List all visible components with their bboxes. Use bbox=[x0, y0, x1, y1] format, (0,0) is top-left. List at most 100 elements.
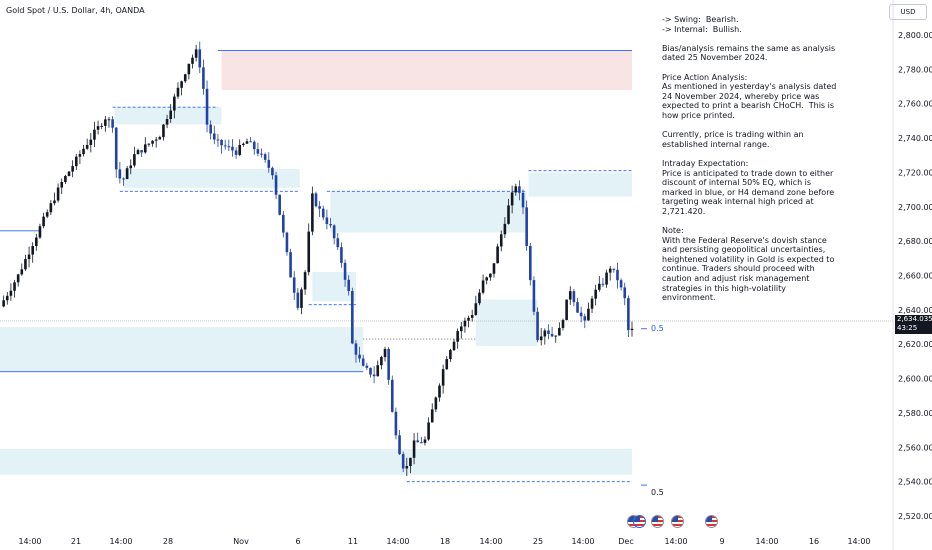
candle-body bbox=[78, 154, 82, 157]
candle-body bbox=[111, 119, 114, 128]
candle-body bbox=[300, 289, 303, 308]
candle-body bbox=[56, 187, 60, 201]
candle-body bbox=[71, 166, 74, 172]
candle-body bbox=[93, 129, 96, 140]
candles-layer bbox=[2, 41, 634, 476]
price-tick-label: 2,700.000 bbox=[898, 203, 932, 212]
candle-body bbox=[321, 208, 325, 218]
candle-body bbox=[612, 268, 616, 270]
candle-body bbox=[220, 139, 223, 146]
candle-body bbox=[216, 139, 220, 141]
us-event-flag-icon[interactable] bbox=[671, 515, 684, 528]
candle-body bbox=[129, 165, 133, 169]
candle-body bbox=[271, 167, 274, 176]
candle-body bbox=[543, 330, 547, 337]
time-tick-label: 14:00 bbox=[479, 537, 502, 546]
candle-body bbox=[118, 169, 122, 179]
candle-body bbox=[489, 273, 492, 278]
candle-body bbox=[252, 141, 256, 150]
candle-body bbox=[401, 454, 405, 469]
time-tick-label: 14:00 bbox=[109, 537, 132, 546]
price-tag: 2,634.035 43:25 bbox=[895, 315, 932, 334]
candle-body bbox=[554, 335, 558, 337]
candle-body bbox=[616, 269, 619, 281]
candle-body bbox=[292, 277, 296, 293]
price-axis[interactable]: 2,520.000 2,540.000 2,560.000 2,580.000 2,60… bbox=[892, 0, 932, 550]
candle-body bbox=[412, 440, 416, 458]
candle-body bbox=[380, 357, 383, 366]
time-tick-label: 9 bbox=[719, 537, 724, 546]
candle-body bbox=[249, 141, 252, 143]
price-tag-value: 2,634.035 bbox=[897, 315, 932, 323]
candle-body bbox=[387, 348, 390, 380]
candle-body bbox=[151, 140, 154, 144]
candle-body bbox=[561, 320, 565, 328]
candle-body bbox=[173, 96, 176, 111]
price-tick-label: 2,620.000 bbox=[898, 340, 932, 349]
candle-body bbox=[583, 316, 587, 321]
time-tick-label: 6 bbox=[295, 537, 300, 546]
candle-body bbox=[358, 354, 361, 359]
candle-body bbox=[598, 283, 601, 290]
candle-body bbox=[125, 168, 129, 180]
candle-body bbox=[394, 411, 398, 436]
us-event-flag-icon[interactable] bbox=[705, 515, 718, 528]
candle-body bbox=[438, 385, 441, 398]
candle-body bbox=[314, 193, 318, 207]
candle-body bbox=[31, 246, 34, 255]
candle-body bbox=[162, 124, 165, 138]
candle-body bbox=[449, 350, 452, 360]
candle-body bbox=[405, 466, 409, 469]
candle-body bbox=[89, 139, 93, 146]
us-event-flag-icon[interactable] bbox=[633, 515, 646, 528]
candle-body bbox=[289, 252, 292, 278]
candle-body bbox=[231, 146, 234, 151]
candle-body bbox=[485, 277, 489, 281]
analysis-line: Price Action Analysis: bbox=[662, 72, 748, 82]
time-axis[interactable]: 14:00 21 14:00 28 Nov 6 11 14:00 18 14:00 25 14:00 D… bbox=[18, 537, 870, 546]
currency-button[interactable]: USD bbox=[889, 4, 927, 20]
candle-body bbox=[311, 193, 314, 232]
candle-body bbox=[601, 283, 605, 285]
price-tick-label: 2,740.000 bbox=[898, 134, 932, 143]
price-tick-label: 2,720.000 bbox=[898, 168, 932, 177]
time-tick-label: 14:00 bbox=[386, 537, 409, 546]
analysis-line bbox=[662, 63, 840, 73]
candle-body bbox=[372, 374, 376, 377]
candle-body bbox=[209, 124, 212, 134]
candle-body bbox=[42, 216, 45, 227]
candle-body bbox=[303, 272, 307, 290]
us-event-flag-icon[interactable] bbox=[651, 515, 664, 528]
analysis-line: -> Swing: Bearish. bbox=[662, 15, 739, 24]
candle-body bbox=[627, 298, 630, 331]
candle-body bbox=[278, 194, 281, 215]
analysis-line: Currently, price is trading within an es… bbox=[662, 130, 807, 149]
time-tick-label: 18 bbox=[440, 537, 450, 546]
candle-body bbox=[579, 312, 583, 317]
price-tick-label: 2,560.000 bbox=[898, 443, 932, 452]
candle-body bbox=[427, 422, 430, 440]
analysis-line: Price is anticipated to trade down to ei… bbox=[662, 168, 837, 216]
candle-body bbox=[234, 150, 238, 155]
demand-zone bbox=[0, 327, 364, 372]
candle-body bbox=[347, 279, 350, 292]
time-tick-label: 16 bbox=[809, 537, 819, 546]
candle-body bbox=[536, 311, 539, 341]
demand-zone bbox=[114, 107, 222, 125]
candle-body bbox=[267, 159, 271, 168]
candle-body bbox=[503, 223, 507, 235]
price-tick-label: 2,760.000 bbox=[898, 100, 932, 109]
candle-body bbox=[9, 290, 13, 296]
candle-body bbox=[550, 333, 554, 337]
analysis-line: -> Internal: Bullish. bbox=[662, 24, 742, 34]
candle-body bbox=[318, 206, 321, 209]
time-tick-label: 14:00 bbox=[571, 537, 594, 546]
analysis-line: As mentioned in yesterday's analysis dat… bbox=[662, 82, 839, 120]
candle-body bbox=[365, 365, 369, 368]
candle-body bbox=[176, 87, 180, 97]
analysis-line: Intraday Expectation: bbox=[662, 158, 749, 168]
time-tick-label: 11 bbox=[348, 537, 358, 546]
candle-body bbox=[212, 133, 216, 140]
candle-body bbox=[383, 348, 387, 358]
